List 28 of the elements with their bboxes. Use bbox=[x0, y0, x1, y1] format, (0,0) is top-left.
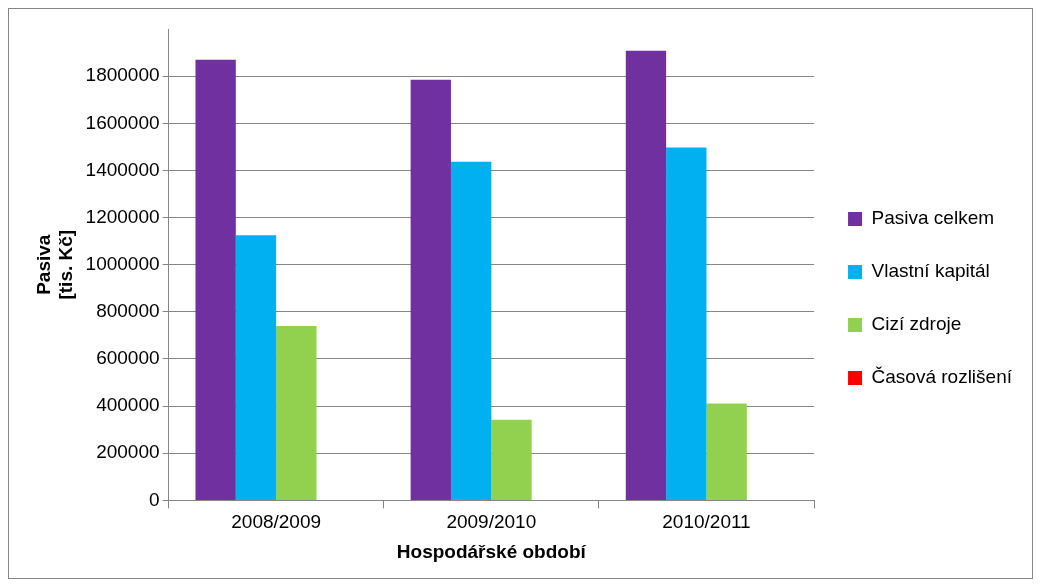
bar bbox=[410, 79, 451, 500]
x-tick-label: 2010/2011 bbox=[662, 511, 751, 533]
y-tick-label: 1600000 bbox=[85, 111, 160, 133]
y-tick-label: 1400000 bbox=[85, 158, 160, 180]
bar bbox=[276, 325, 317, 500]
x-tick-label: 2008/2009 bbox=[231, 511, 322, 533]
bar bbox=[491, 419, 532, 500]
bar bbox=[195, 59, 236, 500]
x-tick-label: 2009/2010 bbox=[446, 511, 537, 533]
y-axis-title: Pasiva [tis. Kč] bbox=[32, 229, 77, 300]
legend-label: Vlastní kapitál bbox=[871, 260, 990, 282]
y-tick-label: 200000 bbox=[96, 441, 160, 463]
x-axis-title: Hospodářské období bbox=[396, 540, 587, 562]
bar bbox=[706, 403, 747, 500]
y-tick-label: 1200000 bbox=[85, 205, 160, 227]
legend-label: Cizí zdroje bbox=[871, 313, 962, 335]
y-tick-label: 1000000 bbox=[85, 252, 160, 274]
y-tick-label: 800000 bbox=[96, 300, 160, 322]
legend-label: Časová rozlišení bbox=[871, 366, 1013, 388]
legend-label: Pasiva celkem bbox=[871, 207, 995, 229]
y-tick-label: 400000 bbox=[96, 394, 160, 416]
y-tick-label: 600000 bbox=[96, 347, 160, 369]
y-tick-label: 1800000 bbox=[85, 64, 160, 86]
bar bbox=[450, 161, 492, 500]
y-tick-label: 0 bbox=[148, 488, 160, 510]
bar bbox=[625, 50, 667, 500]
bar bbox=[666, 147, 707, 500]
bar bbox=[235, 235, 277, 500]
